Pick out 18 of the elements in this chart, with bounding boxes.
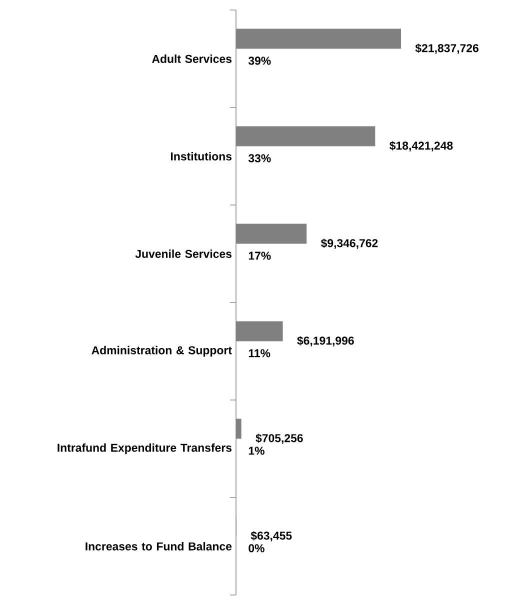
annotation: 17% (248, 252, 271, 260)
y-tick-label: Juvenile Services (135, 250, 232, 258)
annotation: 39% (248, 56, 271, 65)
data-label: $18,421,248 (390, 141, 453, 152)
data-label: $63,455 (250, 531, 292, 542)
data-label: $9,346,762 (320, 238, 378, 249)
y-tick-label: Institutions (171, 152, 232, 160)
y-tick-label: Adult Services (152, 54, 232, 63)
annotation: 0% (248, 544, 264, 552)
y-tick-label: Administration & Support (92, 346, 232, 357)
data-label: $6,191,996 (297, 336, 354, 346)
annotation: 33% (248, 154, 271, 162)
annotation: 11% (248, 349, 270, 358)
y-tick-label: Increases to Fund Balance (86, 542, 232, 550)
annotation: 1% (248, 446, 264, 455)
data-label: $21,837,726 (415, 44, 478, 54)
data-label: $705,256 (256, 434, 303, 444)
y-tick-label: Intrafund Expenditure Transfers (58, 443, 232, 454)
